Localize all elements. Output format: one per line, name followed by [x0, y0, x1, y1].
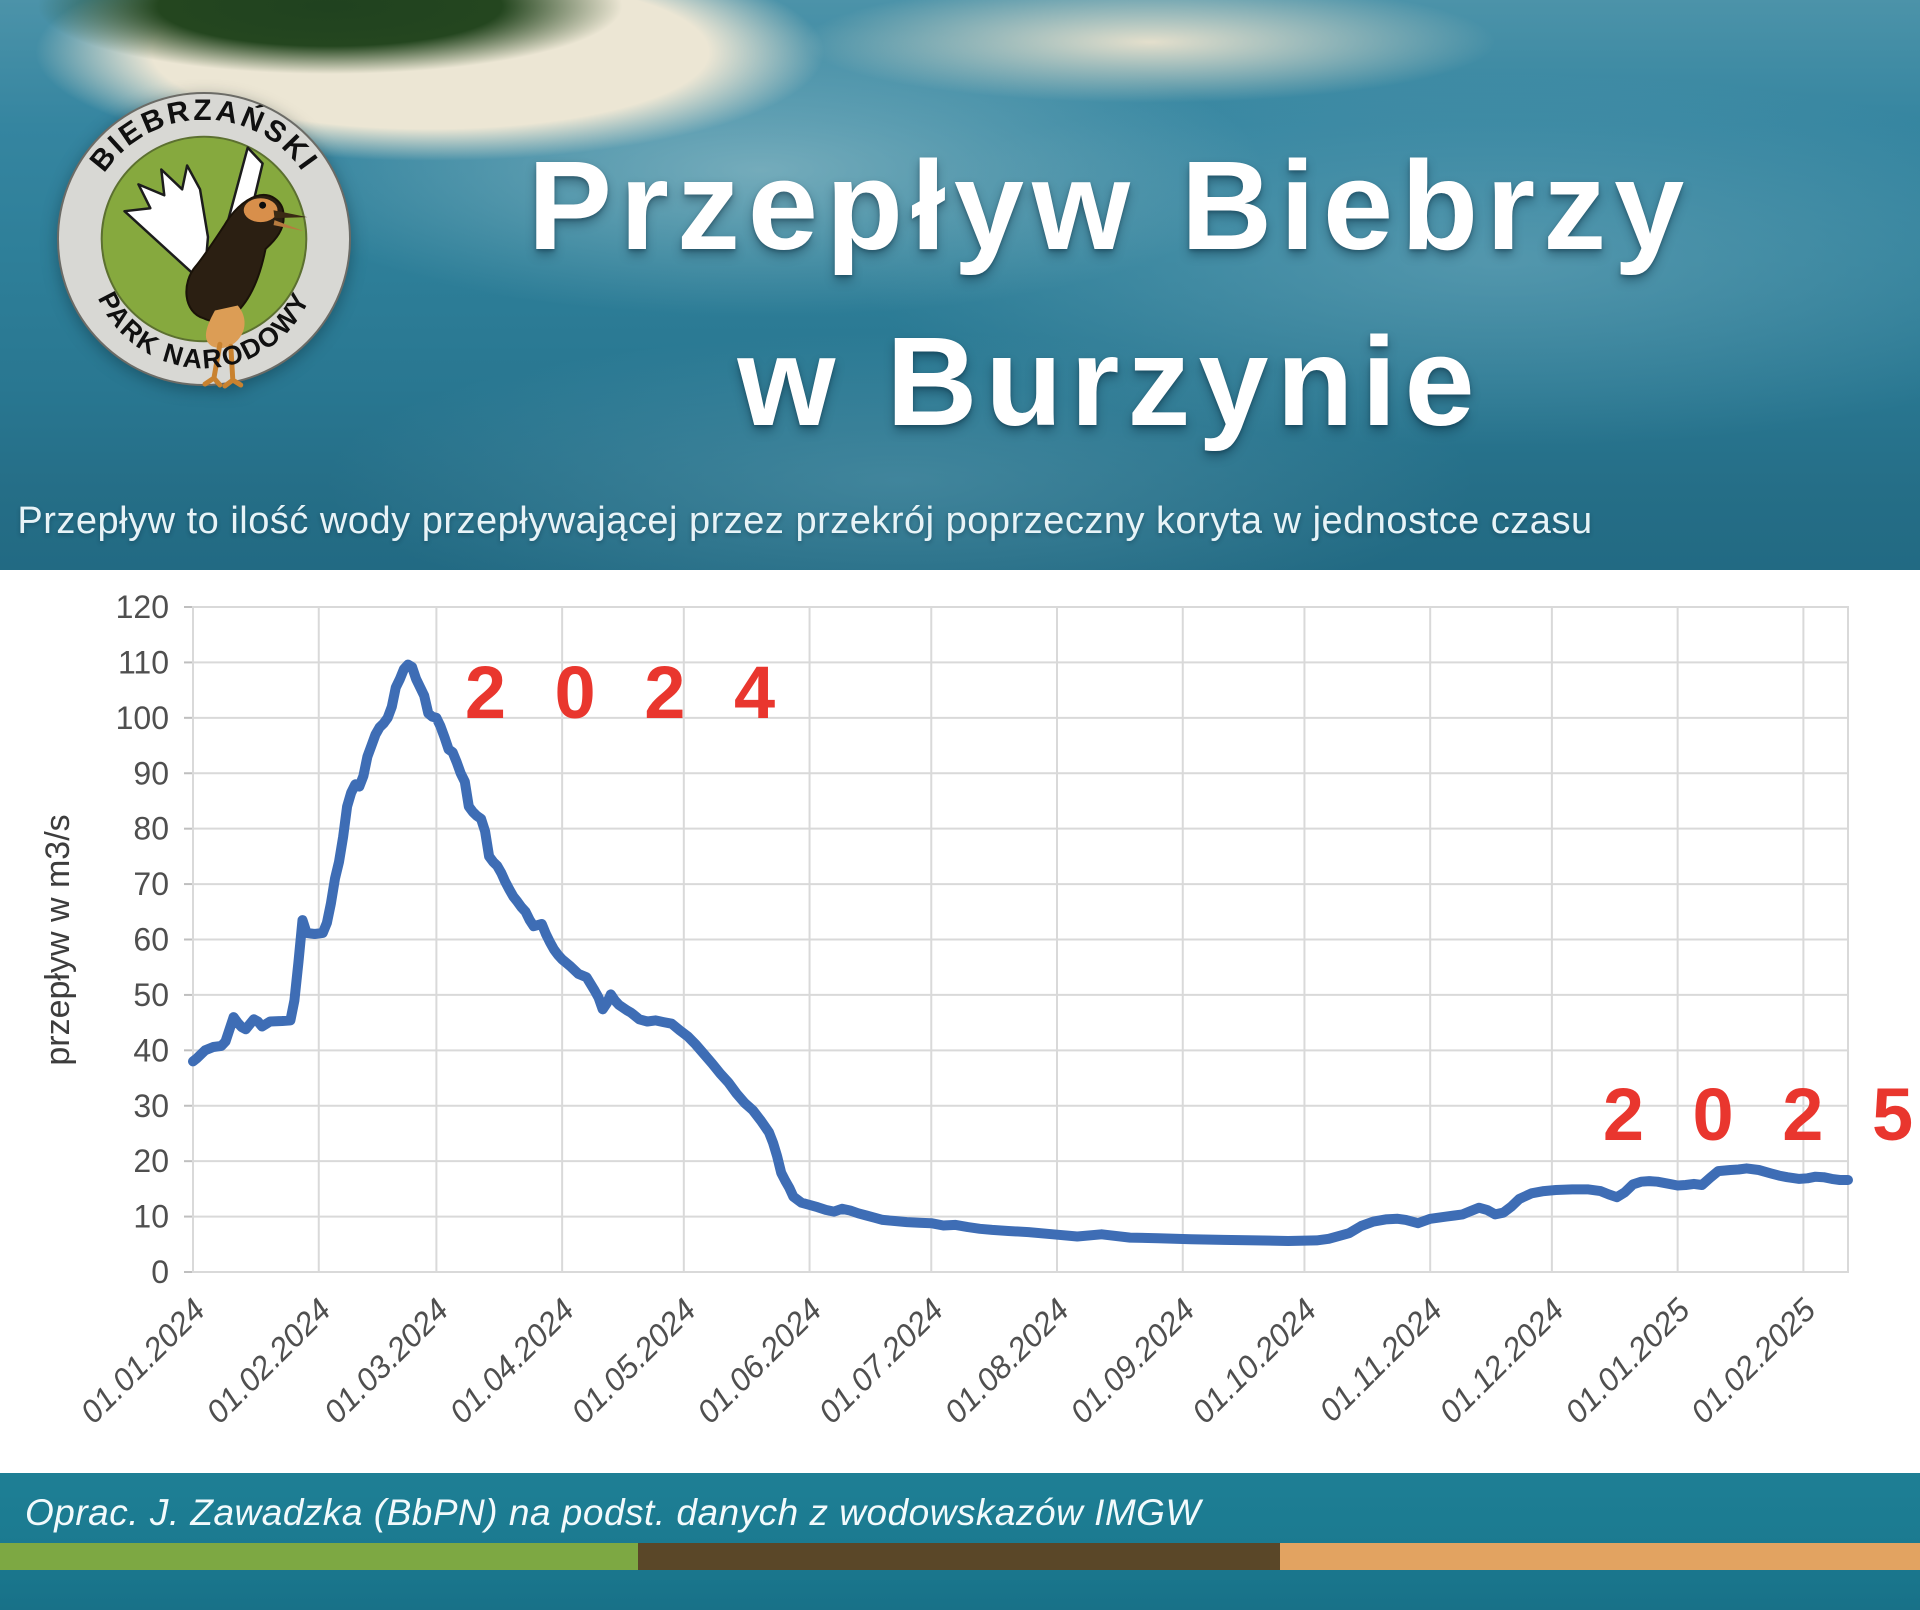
page-title: Przepływ Biebrzy w Burzynie — [300, 118, 1920, 470]
y-tick-label: 70 — [133, 866, 169, 902]
chart-area: 0 10 20 30 40 50 60 70 80 90 100 110 120 01.01.2024 01… — [0, 570, 1920, 1480]
x-tick-label: 01.01.2024 — [73, 1291, 212, 1430]
y-tick-label: 30 — [133, 1088, 169, 1124]
park-logo: BIEBRZAŃSKI PARK NARODOWY — [56, 91, 352, 389]
x-tick-label: 01.10.2024 — [1185, 1291, 1324, 1430]
x-tick-label: 01.07.2024 — [812, 1291, 951, 1430]
y-tick-label: 120 — [116, 589, 169, 625]
title-line-2: w Burzynie — [737, 311, 1483, 452]
x-tick-label: 01.05.2024 — [564, 1291, 703, 1430]
y-tick-label: 110 — [118, 644, 169, 680]
x-tick-label: 01.08.2024 — [937, 1291, 1076, 1430]
x-tick-label: 01.06.2024 — [690, 1291, 829, 1430]
x-tick-label: 01.02.2024 — [199, 1291, 338, 1430]
title-line-1: Przepływ Biebrzy — [527, 135, 1693, 276]
river-aerial-photo — [0, 0, 1920, 570]
annotation-2025: 2 0 2 5 — [1602, 1073, 1920, 1156]
annotation-2024: 2 0 2 4 — [464, 651, 790, 734]
plot-frame — [192, 606, 1849, 1273]
flow-chart: 010203040506070809010011012001.01.202401… — [73, 589, 1853, 1430]
color-stripe — [0, 1543, 1920, 1570]
y-tick-label: 90 — [133, 755, 169, 791]
footer-band: Oprac. J. Zawadzka (BbPN) na podst. dany… — [0, 1473, 1920, 1610]
y-tick-label: 60 — [133, 922, 169, 958]
ruff-bird-icon — [123, 146, 308, 389]
y-axis-title: przepływ w m3/s — [39, 814, 77, 1066]
y-tick-label: 80 — [133, 811, 169, 847]
y-tick-label: 40 — [133, 1032, 169, 1068]
x-tick-label: 01.11.2024 — [1312, 1291, 1449, 1428]
x-tick-label: 01.12.2024 — [1432, 1291, 1571, 1430]
flow-line — [188, 659, 1853, 1246]
y-tick-label: 100 — [116, 700, 169, 736]
y-tick-label: 50 — [133, 977, 169, 1013]
stripe-tan-segment — [1280, 1543, 1920, 1570]
y-tick-label: 10 — [133, 1199, 169, 1235]
subtitle-definition: Przepływ to ilość wody przepływającej pr… — [17, 500, 1593, 542]
y-tick-label: 20 — [133, 1143, 169, 1179]
x-tick-label: 01.01.2025 — [1558, 1291, 1697, 1430]
x-tick-label: 01.04.2024 — [442, 1291, 581, 1430]
credit-text: Oprac. J. Zawadzka (BbPN) na podst. dany… — [25, 1492, 1201, 1533]
x-tick-label: 01.02.2025 — [1684, 1291, 1823, 1430]
stripe-green-segment — [0, 1543, 638, 1570]
x-tick-label: 01.03.2024 — [317, 1291, 456, 1430]
x-tick-label: 01.09.2024 — [1063, 1291, 1202, 1430]
y-tick-label: 0 — [151, 1254, 169, 1290]
stripe-brown-segment — [638, 1543, 1280, 1570]
